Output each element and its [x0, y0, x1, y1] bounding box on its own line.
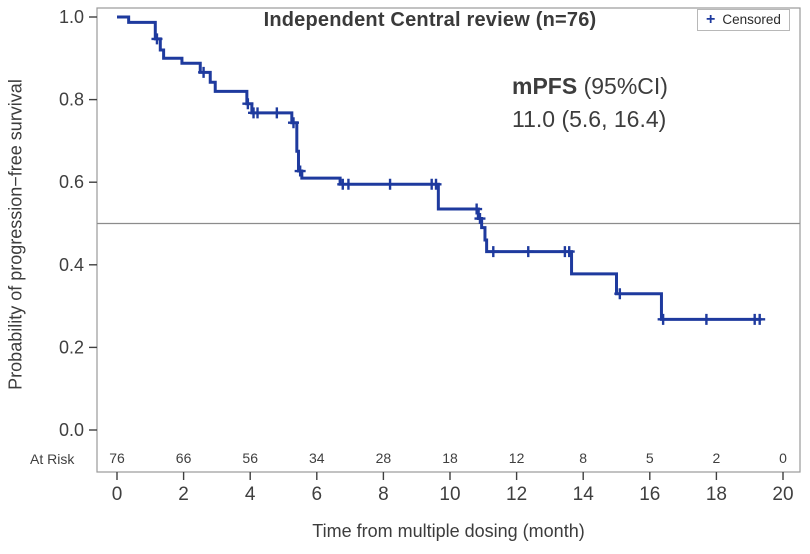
y-tick-label: 1.0 [59, 7, 84, 27]
mpfs-annotation: mPFS (95%CI) 11.0 (5.6, 16.4) [512, 70, 668, 136]
censored-plus-icon: + [706, 10, 716, 28]
y-tick-label: 0.6 [59, 172, 84, 192]
x-tick-label: 0 [112, 484, 123, 505]
at-risk-count: 76 [109, 450, 125, 466]
legend-censored: + Censored [697, 9, 790, 31]
x-tick-label: 6 [312, 484, 323, 505]
at-risk-label: At Risk [30, 451, 75, 467]
mpfs-label: mPFS [512, 73, 578, 99]
mpfs-annotation-line1: mPFS (95%CI) [512, 70, 668, 103]
censored-marks [151, 33, 766, 325]
mpfs-annotation-line2: 11.0 (5.6, 16.4) [512, 106, 667, 132]
chart-title: Independent Central review (n=76) [263, 9, 597, 31]
x-tick-label: 20 [772, 484, 793, 505]
km-curve [117, 15, 762, 321]
at-risk-count: 5 [646, 450, 654, 466]
at-risk-count: 18 [442, 450, 458, 466]
y-tick-label: 0.0 [59, 420, 84, 440]
y-tick-label: 0.2 [59, 337, 84, 357]
at-risk-count: 12 [509, 450, 525, 466]
x-tick-label: 12 [506, 484, 527, 505]
at-risk-count: 0 [779, 450, 787, 466]
at-risk-count: 56 [242, 450, 258, 466]
mpfs-ci-label: (95%CI) [577, 73, 668, 99]
at-risk-count: 2 [713, 450, 721, 466]
plot-frame [96, 7, 801, 473]
x-tick-label: 10 [439, 484, 460, 505]
legend-censored-label: Censored [722, 12, 781, 27]
at-risk-count: 8 [579, 450, 587, 466]
at-risk-count: 28 [376, 450, 392, 466]
y-tick-label: 0.8 [59, 90, 84, 110]
x-tick-label: 16 [639, 484, 660, 505]
y-tick-label: 0.4 [59, 255, 84, 275]
x-tick-label: 18 [706, 484, 727, 505]
x-tick-label: 8 [378, 484, 389, 505]
x-tick-label: 14 [573, 484, 595, 505]
x-tick-label: 4 [245, 484, 256, 505]
y-axis-title: Probability of progression−free survival [5, 79, 26, 390]
x-tick-label: 2 [178, 484, 189, 505]
x-axis-title: Time from multiple dosing (month) [312, 521, 585, 541]
at-risk-count: 34 [309, 450, 325, 466]
at-risk-count: 66 [176, 450, 192, 466]
